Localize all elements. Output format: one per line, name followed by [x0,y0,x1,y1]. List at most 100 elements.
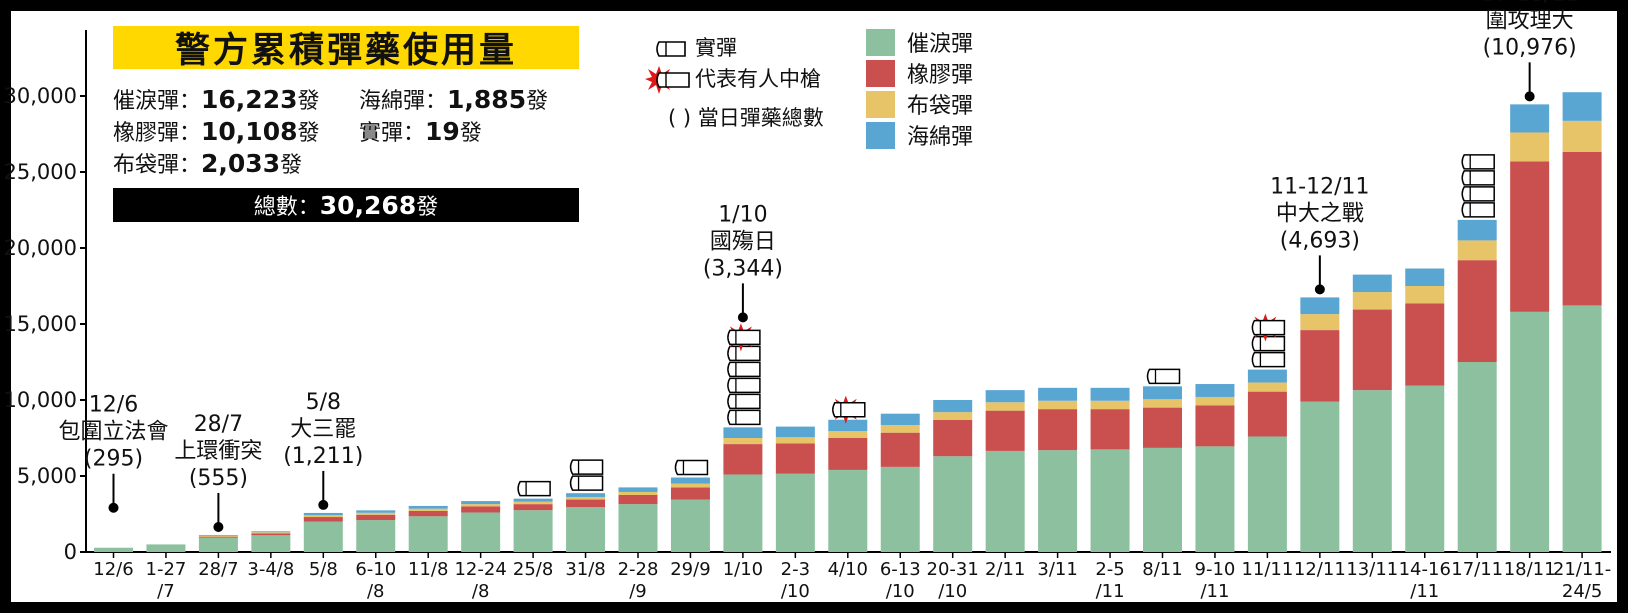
x-tick-label: 4/10 [828,559,868,580]
x-tick-label: /11 [1410,581,1439,602]
bar-segment [880,413,920,426]
summary-tear-gas: 催淚彈：16,223發 [113,85,320,114]
bullet-icon [569,475,604,491]
bullet-icon [727,361,761,378]
x-tick-label: 29/9 [670,559,710,580]
bullet-icon [727,329,761,346]
summary-rubber: 橡膠彈：10,108發 [113,117,320,146]
bar-segment [1143,407,1182,448]
bar-segment [303,521,343,552]
y-tick-label: 25,000 [4,160,77,184]
bullet-icon [1461,170,1495,186]
bar-segment [1352,309,1392,391]
bar-segment [198,535,238,537]
x-tick-label: 2-5 [1095,559,1124,580]
bar-segment [198,537,238,552]
bullet-icon [727,377,761,394]
summary-live: 實彈：19發 [359,117,482,146]
x-tick-label: /10 [781,581,810,602]
annotation-dot [1524,91,1535,102]
bar-segment [513,504,553,511]
bullet-icon [1251,351,1286,368]
bar-segment [1038,400,1078,410]
bar-segment [1195,384,1235,397]
bar-segment [1195,446,1235,552]
bar-segment [1562,120,1602,152]
bar-segment [1247,369,1287,383]
bullet-icon [727,409,761,426]
legend-sponge: 海綿彈 [866,119,973,151]
x-tick-label: 1/10 [723,559,763,580]
x-tick-label: 8/11 [1142,559,1182,580]
bar-segment [356,512,396,515]
bar-segment [1247,436,1287,552]
x-tick-label: 3/11 [1037,559,1077,580]
bar-segment [775,426,815,438]
bar-segment [933,456,973,552]
bar-segment [1405,303,1445,386]
bar-segment [461,506,501,513]
bar-segment [723,427,763,438]
annotation-label: 5/8 [306,390,341,415]
bar-segment [1562,305,1602,552]
annotation-label: (295) [84,447,143,472]
bar-segment [251,533,291,536]
bar-segment [828,419,868,432]
bar-segment [1038,387,1078,401]
x-tick-label: /8 [367,581,385,602]
bar-segment [775,443,815,474]
x-tick-label: 9-10 [1195,559,1236,580]
annotation-label: 28/7 [194,412,243,437]
legend-someone-shot: 代表有人中槍 [645,63,821,94]
bar-segment [408,510,448,517]
bullet-icon [1461,202,1495,218]
annotation-label: (10,976) [1483,35,1577,60]
bar-segment [1038,409,1078,451]
x-tick-label: 20-31 [927,559,979,580]
bar-segment [723,438,763,445]
annotation-label: (3,344) [703,256,783,281]
bar-segment [513,498,553,502]
y-tick-label: 10,000 [4,388,77,412]
legend-swatch [866,59,895,87]
bar-segment [775,473,815,552]
shot-burst-icon [645,66,690,94]
x-tick-label: 3-4/8 [247,559,294,580]
bar-segment [618,495,658,505]
bullet-icon [727,393,761,410]
x-tick-label: /11 [1096,581,1125,602]
annotation-dot [1314,284,1325,295]
bar-segment [1510,104,1550,133]
bullet-icon [1251,319,1286,336]
x-tick-label: /8 [472,581,490,602]
annotation-label: (555) [189,466,248,491]
chart-title: 警方累積彈藥使用量 [113,26,579,71]
bar-segment [1300,330,1340,402]
bar-segment [985,450,1025,552]
bar-segment [1457,240,1497,261]
bar-segment [303,512,343,516]
bar-segment [828,438,868,470]
x-tick-label: 12/11 [1294,559,1346,580]
bar-segment [723,444,763,475]
bar-segment [566,499,606,508]
bar-segment [1352,292,1392,310]
bar-segment [985,402,1025,411]
bar-segment [1195,405,1235,447]
y-tick-label: 30,000 [4,84,77,108]
x-tick-label: 18/11 [1504,559,1556,580]
annotation-label: (1,211) [283,444,363,469]
legend-swatch [866,121,895,149]
bar-segment [513,501,553,505]
legend-beanbag: 布袋彈 [866,88,973,120]
bar-segment [251,531,291,533]
bar-segment [1143,386,1182,400]
bar-segment [408,505,448,509]
x-tick-label: 21/11- [1553,559,1611,580]
bar-segment [1510,132,1550,162]
bar-segment [670,477,710,484]
bar-segment [1562,92,1602,121]
annotation-label: (4,693) [1280,228,1360,253]
bar-segment [1300,297,1340,315]
